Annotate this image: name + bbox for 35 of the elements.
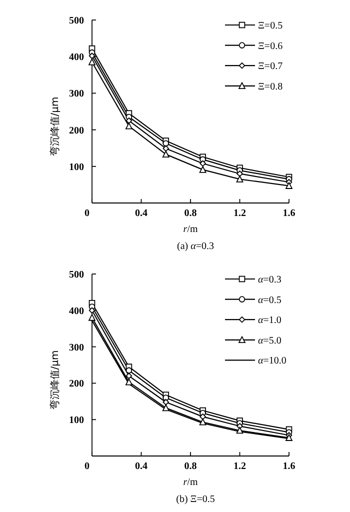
- y-tick-label: 200: [69, 378, 84, 390]
- y-tick-label: 500: [69, 270, 84, 280]
- x-axis-title: r/m: [183, 224, 198, 235]
- legend-label: Ξ=0.5: [258, 20, 283, 32]
- x-tick-label: 1.6: [282, 461, 296, 472]
- x-tick-label: 0.4: [135, 461, 148, 472]
- legend-label: α=0.3: [258, 274, 282, 286]
- legend-label: Ξ=0.8: [258, 81, 283, 92]
- x-axis-title: r/m: [183, 477, 198, 488]
- legend-label: α=10.0: [258, 356, 286, 367]
- y-tick-label: 300: [69, 88, 84, 100]
- y-tick-label: 500: [69, 16, 84, 26]
- y-tick-label: 100: [69, 415, 84, 426]
- y-tick-label: 100: [69, 162, 84, 173]
- y-axis-title: 弯沉峰值/μm: [49, 350, 61, 410]
- x-tick-label: 0: [84, 461, 90, 472]
- x-tick-label: 0: [84, 208, 90, 219]
- legend-label: α=0.5: [258, 294, 282, 306]
- y-axis-title: 弯沉峰值/μm: [49, 96, 61, 156]
- y-tick-label: 300: [69, 342, 84, 354]
- y-tick-label: 400: [69, 52, 84, 64]
- x-tick-label: 0.8: [184, 461, 197, 472]
- legend-label: α=5.0: [258, 335, 282, 346]
- x-tick-label: 1.2: [234, 208, 246, 219]
- legend-label: α=1.0: [258, 315, 282, 326]
- text: (b) Ξ=0.5: [176, 494, 215, 505]
- legend-label: Ξ=0.7: [258, 61, 283, 72]
- y-tick-label: 200: [69, 125, 84, 136]
- y-tick-label: 400: [69, 306, 84, 317]
- legend-label: Ξ=0.6: [258, 40, 283, 52]
- x-tick-label: 0.4: [135, 208, 148, 219]
- x-tick-label: 1.2: [234, 461, 246, 472]
- x-tick-label: 1.6: [282, 208, 296, 219]
- x-tick-label: 0.8: [184, 208, 197, 219]
- text: (a) α=0.3: [177, 241, 214, 252]
